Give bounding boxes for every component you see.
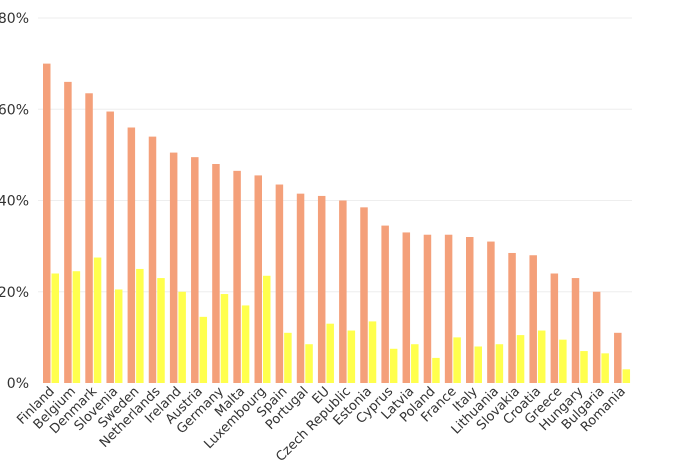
series-1-bar [191,157,199,383]
y-tick-label: 40% [0,194,29,210]
series-2-bar [474,346,482,383]
series-2-bar [559,339,567,383]
series-1-bar [614,332,622,383]
y-tick-label: 80% [0,11,29,27]
series-2-bar [51,273,59,383]
series-1-bar [529,255,537,383]
series-2-bar [263,275,271,383]
series-1-bar [64,81,72,383]
x-axis-ticks: FinlandBelgiumDenmarkSloveniaSwedenNethe… [14,384,629,465]
series-1-bar [381,225,389,383]
series-1-bar [571,278,580,383]
series-1-bar [169,152,178,383]
series-2-bar [93,257,102,383]
series-2-bar [305,344,313,383]
series-1-bar [233,170,241,383]
y-tick-label: 0% [7,376,29,392]
series-1-bar [339,200,347,383]
series-2-bar [347,330,356,383]
series-1-bar [317,195,326,383]
series-1-bar [212,164,220,383]
series-1-bar [402,232,411,383]
series-2-bar [114,289,123,383]
series-1-bar [254,175,262,383]
series-1-bar [275,184,284,383]
series-2-bar [368,321,377,383]
series-2-bar [199,316,208,383]
series-1-bar [106,111,114,383]
series-2-bar [516,335,525,383]
series-2-bar [241,305,250,383]
series-2-bar [72,271,81,383]
series-2-bar [136,268,144,383]
series-1-bar [466,237,474,383]
series-2-bar [580,351,588,383]
bars [43,63,631,383]
series-1-bar [508,252,516,383]
series-1-bar [85,93,93,383]
series-1-bar [444,234,453,383]
series-2-bar [157,278,165,383]
y-axis-ticks: 0% 20% 40% 60% 80% [0,11,29,392]
series-1-bar [592,291,601,383]
series-2-bar [601,353,609,383]
series-1-bar [423,234,432,383]
y-gridlines [38,17,632,293]
series-1-bar [550,273,559,383]
series-2-bar [495,344,504,383]
series-2-bar [411,344,419,383]
series-2-bar [537,330,546,383]
series-1-bar [487,241,495,383]
series-2-bar [432,357,440,383]
series-1-bar [360,207,368,383]
series-2-bar [326,323,334,383]
series-1-bar [43,63,51,383]
y-tick-label: 20% [0,285,29,301]
series-2-bar [453,337,461,383]
series-2-bar [284,332,292,383]
series-2-bar [389,348,398,383]
series-2-bar [622,369,631,383]
series-1-bar [148,136,157,383]
series-2-bar [220,294,229,383]
series-1-bar [127,127,136,383]
y-tick-label: 60% [0,102,29,118]
series-2-bar [178,291,186,383]
series-1-bar [296,193,305,383]
